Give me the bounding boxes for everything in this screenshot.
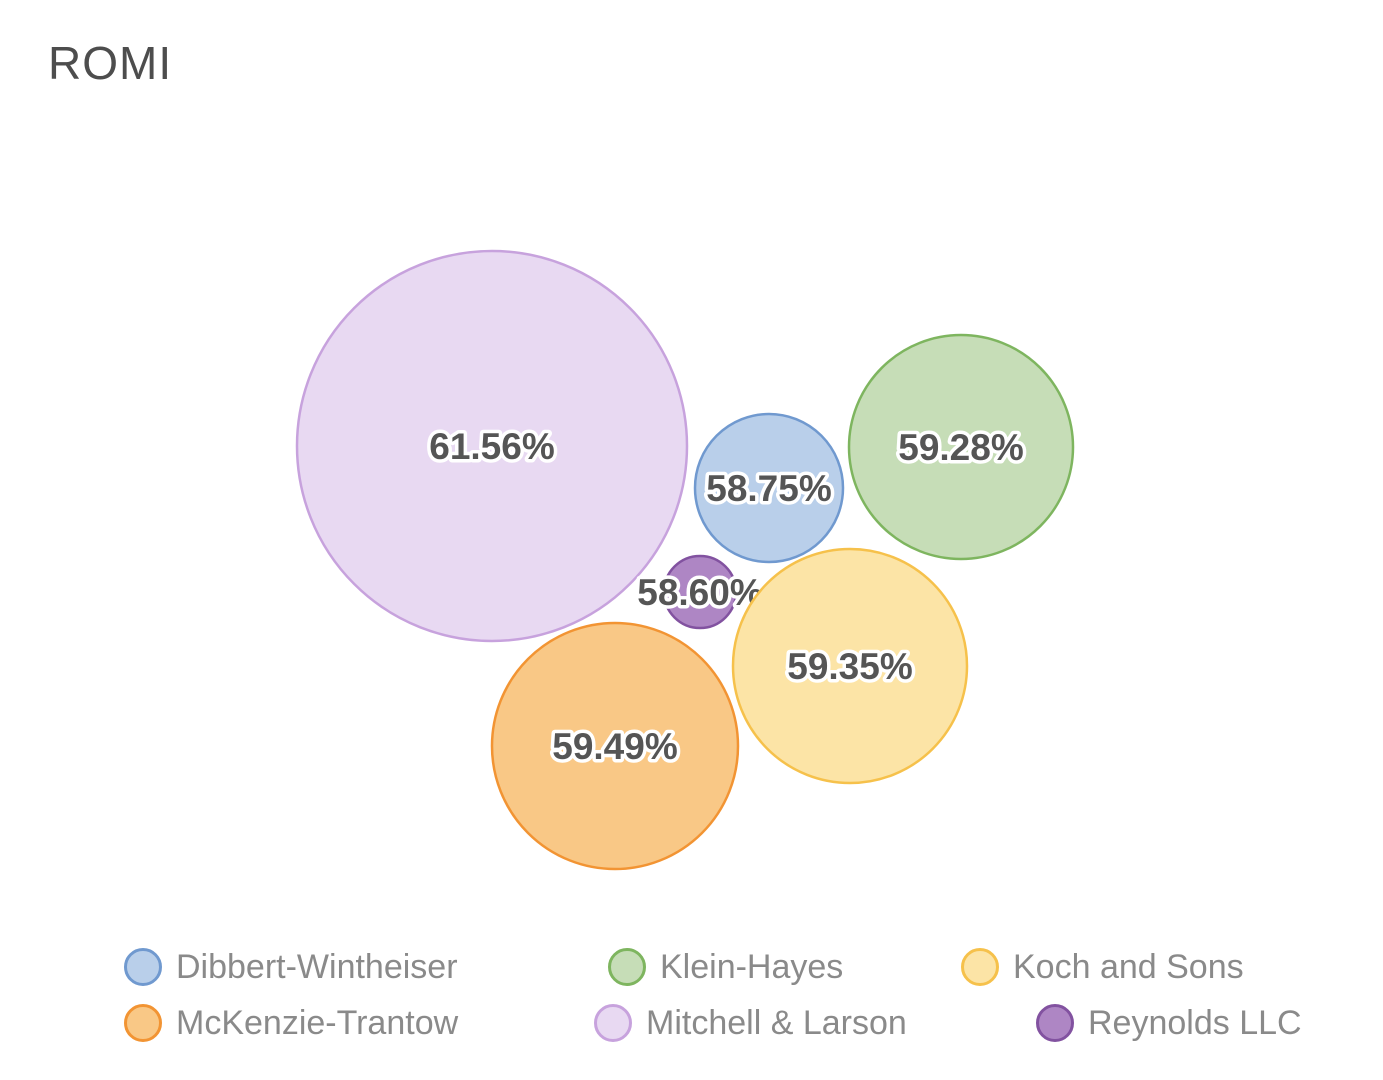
bubble-circle[interactable] xyxy=(731,547,969,785)
legend-item-reynolds-llc[interactable]: Reynolds LLC xyxy=(1036,1004,1302,1042)
legend-item-koch-and-sons[interactable]: Koch and Sons xyxy=(961,948,1244,986)
bubble-mitchell-larson[interactable]: 61.56% xyxy=(295,249,689,643)
bubble-value-label: 59.49% xyxy=(552,726,678,767)
legend-swatch-icon xyxy=(1036,1004,1074,1042)
bubble-value-label: 59.28% xyxy=(898,427,1024,468)
bubble-value-label: 59.35% xyxy=(787,646,913,687)
legend-item-label: McKenzie-Trantow xyxy=(176,1004,459,1042)
bubble-value-label: 58.60% xyxy=(637,572,763,613)
legend-item-label: Klein-Hayes xyxy=(660,948,844,986)
bubble-circle[interactable] xyxy=(693,412,845,564)
legend-item-dibbert-wintheiser[interactable]: Dibbert-Wintheiser xyxy=(124,948,458,986)
bubble-circle[interactable] xyxy=(847,333,1075,561)
bubble-circle[interactable] xyxy=(662,554,738,630)
bubble-value-label: 58.75% xyxy=(706,468,832,509)
bubble-circle[interactable] xyxy=(295,249,689,643)
bubble-circle[interactable] xyxy=(490,621,740,871)
legend-item-label: Koch and Sons xyxy=(1013,948,1244,986)
legend-swatch-icon xyxy=(594,1004,632,1042)
bubble-value-label: 61.56% xyxy=(429,426,555,467)
legend-swatch-icon xyxy=(124,1004,162,1042)
bubble-dibbert-wintheiser[interactable]: 58.75% xyxy=(693,412,845,564)
bubble-reynolds-llc[interactable]: 58.60% xyxy=(634,554,766,630)
legend-swatch-icon xyxy=(961,948,999,986)
legend-item-mckenzie-trantow[interactable]: McKenzie-Trantow xyxy=(124,1004,458,1042)
bubble-mckenzie-trantow[interactable]: 59.49% xyxy=(490,621,740,871)
legend-item-label: Mitchell & Larson xyxy=(646,1004,907,1042)
chart-title: ROMI xyxy=(48,37,173,89)
legend-item-label: Dibbert-Wintheiser xyxy=(176,948,458,986)
legend-item-mitchell-larson[interactable]: Mitchell & Larson xyxy=(594,1004,907,1042)
bubble-koch-and-sons[interactable]: 59.35% xyxy=(731,547,969,785)
legend-item-label: Reynolds LLC xyxy=(1088,1004,1302,1042)
legend-swatch-icon xyxy=(608,948,646,986)
bubble-klein-hayes[interactable]: 59.28% xyxy=(847,333,1075,561)
legend-item-klein-hayes[interactable]: Klein-Hayes xyxy=(608,948,843,986)
legend-swatch-icon xyxy=(124,948,162,986)
